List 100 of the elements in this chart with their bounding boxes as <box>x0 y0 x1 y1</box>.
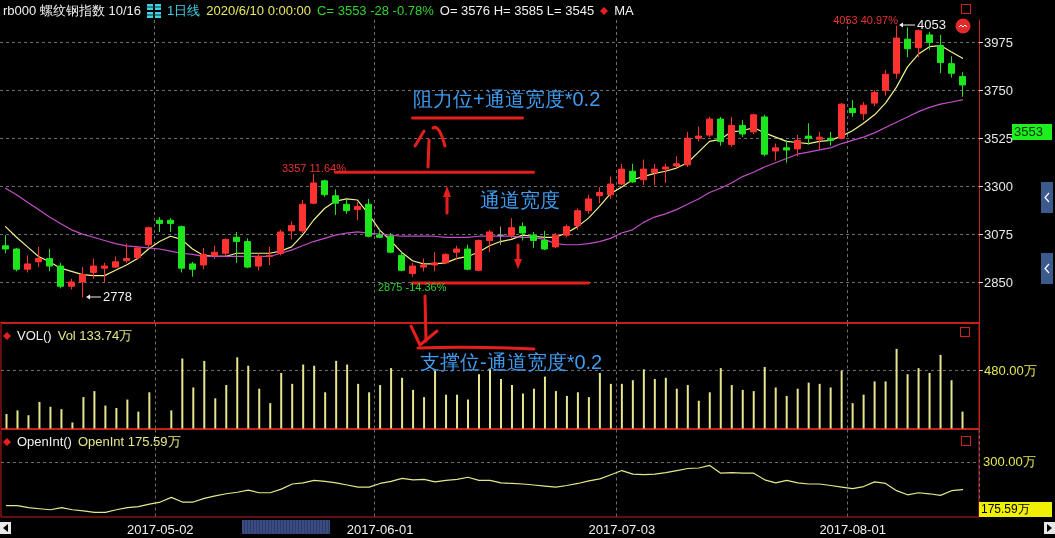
bar <box>576 392 579 429</box>
bar <box>664 377 667 429</box>
candlestick <box>640 159 647 186</box>
candlestick <box>574 208 581 231</box>
candlestick <box>387 232 394 254</box>
candlestick <box>244 237 251 269</box>
bar <box>181 358 184 429</box>
bar <box>16 410 19 429</box>
bar <box>38 401 41 429</box>
chart-subtitle: 1日线 <box>167 3 201 18</box>
bar <box>532 388 535 429</box>
candlestick <box>376 229 383 239</box>
candlestick <box>222 237 229 257</box>
chart-title: rb000 螺纹钢指数 10/16 <box>3 3 142 18</box>
bar <box>203 360 206 429</box>
bar <box>686 385 689 429</box>
text: 175.59万 <box>979 501 1052 517</box>
candlestick <box>354 201 361 221</box>
candlestick <box>871 89 878 107</box>
annotation: 2875 -14.36% <box>378 279 447 294</box>
bar <box>478 374 481 429</box>
bar <box>368 392 371 429</box>
bar <box>49 406 52 429</box>
candlestick <box>684 131 691 168</box>
bar <box>236 357 239 429</box>
candlestick <box>332 188 339 216</box>
candlestick <box>211 245 218 260</box>
x-tick-label: 2017-08-01 <box>819 522 886 537</box>
text: 300.00万 <box>983 454 1036 470</box>
candlestick <box>431 251 438 272</box>
bar <box>291 383 294 429</box>
candlestick <box>35 246 42 268</box>
candlestick <box>794 134 801 157</box>
bar <box>785 395 788 429</box>
candlestick <box>761 114 768 157</box>
candlestick <box>475 238 482 272</box>
bar <box>620 383 623 429</box>
candlestick <box>695 126 702 142</box>
bar <box>807 382 810 429</box>
candlestick <box>948 55 955 79</box>
bar <box>126 399 129 429</box>
bar <box>71 422 74 429</box>
bar <box>587 397 590 429</box>
candlestick <box>849 99 856 118</box>
bar <box>752 391 755 429</box>
candlestick <box>750 113 757 135</box>
candlestick <box>783 139 790 164</box>
bar <box>796 388 799 429</box>
candlestick <box>651 163 658 186</box>
bar <box>609 383 612 429</box>
bar <box>906 374 909 429</box>
candlestick <box>563 224 570 238</box>
candlestick <box>2 234 9 254</box>
candlestick <box>310 173 317 205</box>
bar <box>675 388 678 429</box>
bar <box>434 370 437 429</box>
bar <box>741 389 744 429</box>
y-tick-label: 3525 <box>984 130 1013 146</box>
candlestick <box>13 247 20 272</box>
candlestick <box>915 29 922 58</box>
annotation: 4053 <box>917 17 946 33</box>
bar <box>642 369 645 429</box>
candlestick <box>134 246 141 261</box>
candlestick <box>508 217 515 239</box>
candlestick <box>255 252 262 271</box>
text: O= 3576 H= 3585 L= 3545 <box>439 3 595 18</box>
bar <box>258 388 261 429</box>
candlestick <box>101 262 108 283</box>
bar <box>390 368 393 429</box>
candlestick <box>728 116 735 148</box>
candlestick <box>288 220 295 240</box>
annotation: 2778 <box>103 289 132 305</box>
bar <box>489 369 491 429</box>
bar <box>379 385 382 429</box>
bar <box>313 365 316 429</box>
bar <box>357 383 360 429</box>
bar <box>346 364 349 429</box>
candlestick <box>266 246 273 266</box>
chart-title: VOL() <box>17 328 52 343</box>
x-tick-label: 2017-05-02 <box>127 522 194 537</box>
bar <box>456 394 459 429</box>
annotation: 通道宽度 <box>480 189 560 212</box>
annotation: 阻力位+通道宽度*0.2 <box>413 88 601 111</box>
candlestick <box>739 119 746 138</box>
candlestick <box>959 71 966 98</box>
bar <box>115 407 118 429</box>
bar <box>653 379 656 429</box>
candlestick <box>519 221 526 241</box>
candlestick <box>706 116 713 138</box>
bar <box>873 381 876 429</box>
candlestick <box>24 254 31 273</box>
candlestick <box>442 252 449 265</box>
bar <box>401 377 404 429</box>
candlestick <box>200 247 207 270</box>
bar <box>510 385 513 429</box>
y-tick-label: 3750 <box>984 82 1013 98</box>
bar <box>137 411 140 429</box>
bar <box>631 380 634 429</box>
candlestick <box>596 186 603 204</box>
candlestick <box>838 102 845 140</box>
